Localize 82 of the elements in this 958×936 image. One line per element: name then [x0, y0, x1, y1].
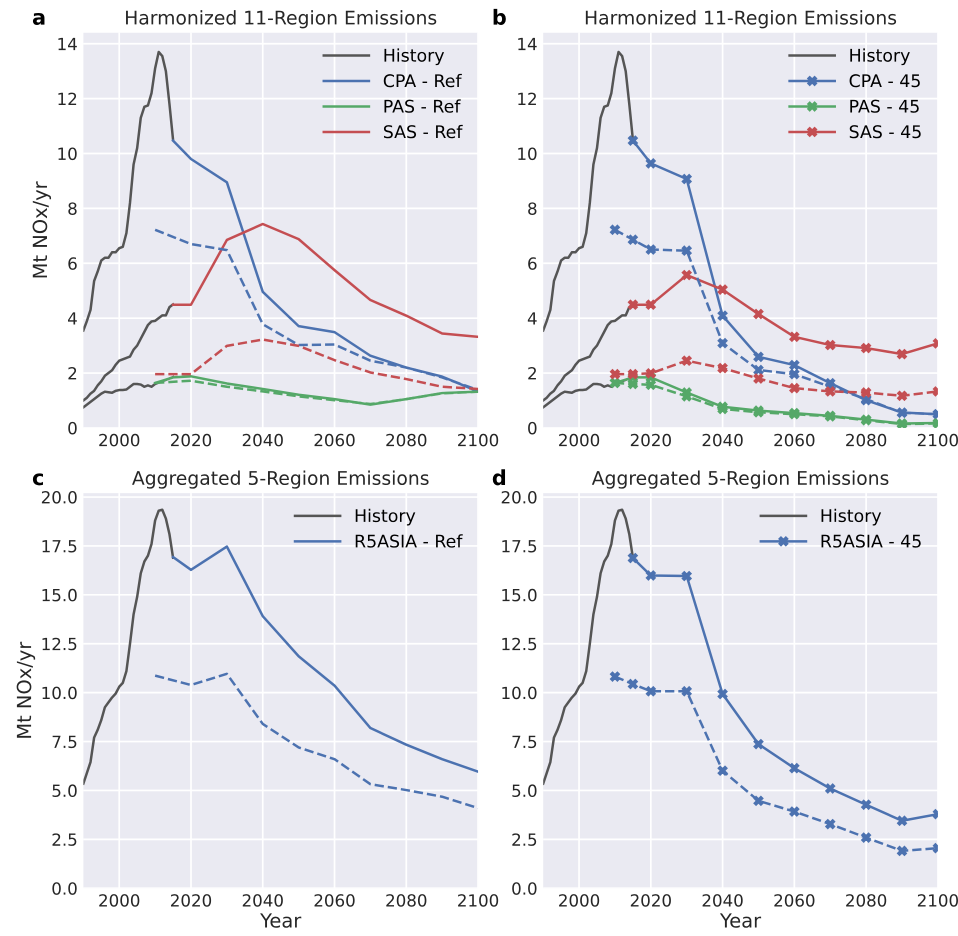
y-tick-label: 17.5: [502, 540, 536, 552]
text: c: [32, 473, 43, 486]
y-tick-label: 4: [528, 312, 537, 324]
x-axis-title: Year: [720, 913, 762, 928]
legend-label: History: [850, 48, 910, 66]
y-tick-label: 7.5: [512, 736, 536, 748]
legend-label: History: [384, 48, 444, 66]
y-tick-label: 0: [68, 422, 77, 434]
y-tick-label: 12: [58, 92, 76, 105]
y-tick-label: 14: [518, 38, 537, 50]
legend-label: History: [356, 508, 416, 526]
y-tick-label: 20.0: [42, 490, 77, 504]
legend-label: SAS - Ref: [384, 124, 463, 138]
y-tick-label: 15.0: [42, 588, 77, 602]
chart-title: Aggregated 5-Region Emissions: [592, 470, 888, 489]
x-tick-label: 2020: [171, 434, 212, 446]
x-tick-label: 2020: [630, 434, 671, 446]
y-tick-label: 10: [518, 147, 537, 160]
y-tick-label: 2.5: [512, 833, 536, 846]
chart-title: Harmonized 11-Region Emissions: [126, 10, 436, 28]
x-tick-label: 2100: [458, 894, 498, 907]
y-tick-label: 0.0: [512, 882, 537, 895]
x-tick-label: 2080: [386, 894, 426, 907]
y-axis-title: Mt NOx/yr: [16, 642, 36, 738]
x-tick-label: 2080: [386, 434, 426, 446]
y-tick-label: 14: [58, 38, 77, 50]
chart-title: Harmonized 11-Region Emissions: [586, 10, 896, 28]
x-tick-label: 2000: [99, 894, 140, 907]
y-tick-label: 20.0: [502, 490, 537, 504]
x-tick-label: 2020: [171, 894, 212, 907]
y-tick-label: 17.5: [42, 540, 76, 552]
y-tick-label: 15.0: [502, 588, 537, 602]
legend-label: R5ASIA - 45: [822, 534, 921, 548]
x-tick-label: 2100: [918, 894, 958, 907]
y-tick-label: 10: [58, 147, 77, 160]
y-tick-label: 2.5: [52, 833, 76, 846]
x-tick-label: 2040: [702, 894, 743, 907]
y-tick-label: 8: [528, 202, 536, 215]
x-tick-label: 2040: [242, 894, 283, 907]
y-tick-label: 0: [528, 422, 537, 434]
y-tick-label: 12: [518, 92, 536, 105]
x-tick-label: 2060: [774, 894, 814, 907]
legend-label: CPA - Ref: [384, 74, 462, 88]
legend-label: SAS - 45: [850, 125, 921, 138]
y-tick-label: 4: [68, 312, 77, 324]
y-tick-label: 2: [68, 366, 76, 380]
x-tick-label: 2100: [918, 434, 958, 446]
x-tick-label: 2040: [702, 434, 743, 446]
x-tick-label: 2060: [314, 434, 355, 446]
y-tick-label: 5.0: [512, 784, 537, 798]
x-tick-label: 2060: [314, 894, 355, 907]
y-tick-label: 6: [68, 257, 77, 270]
x-tick-label: 2080: [846, 894, 886, 907]
text: b: [494, 8, 506, 25]
y-axis-title: Mt NOx/yr: [32, 181, 52, 278]
legend-label: PAS - Ref: [384, 99, 461, 113]
x-tick-label: 2080: [846, 434, 886, 446]
text: a: [32, 13, 44, 25]
y-tick-label: 10.0: [502, 686, 537, 700]
x-tick-label: 2000: [99, 434, 140, 446]
x-tick-label: 2000: [559, 894, 600, 907]
chart-title: Aggregated 5-Region Emissions: [132, 470, 429, 489]
y-tick-label: 10.0: [42, 686, 77, 700]
y-tick-label: 8: [68, 202, 77, 215]
y-tick-label: 7.5: [52, 736, 76, 748]
x-axis-title: Year: [260, 913, 302, 928]
y-tick-label: 12.5: [502, 638, 536, 650]
text: d: [492, 469, 506, 486]
y-tick-label: 6: [528, 257, 537, 270]
y-tick-label: 12.5: [42, 638, 76, 650]
legend-label: CPA - 45: [850, 74, 920, 88]
x-tick-label: 2000: [559, 434, 600, 446]
y-tick-label: 5.0: [52, 784, 77, 798]
x-tick-label: 2020: [630, 894, 671, 907]
y-tick-label: 0.0: [52, 882, 77, 895]
y-tick-label: 2: [528, 366, 536, 380]
legend-label: R5ASIA - Ref: [356, 534, 463, 548]
x-tick-label: 2100: [458, 434, 498, 446]
legend-label: History: [822, 508, 882, 526]
x-tick-label: 2060: [774, 434, 814, 446]
legend-label: PAS - 45: [850, 100, 919, 113]
x-tick-label: 2040: [242, 434, 283, 446]
